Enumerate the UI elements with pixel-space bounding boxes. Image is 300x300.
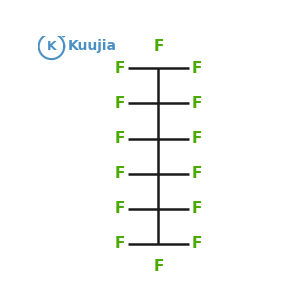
- Text: F: F: [115, 96, 125, 111]
- Text: K: K: [46, 40, 56, 53]
- Text: F: F: [153, 39, 164, 54]
- Text: F: F: [115, 61, 125, 76]
- Text: F: F: [191, 96, 202, 111]
- Text: Kuujia: Kuujia: [68, 39, 117, 53]
- Text: F: F: [191, 61, 202, 76]
- Text: F: F: [153, 259, 164, 274]
- Text: F: F: [115, 131, 125, 146]
- Text: F: F: [115, 166, 125, 181]
- Text: F: F: [191, 166, 202, 181]
- Text: F: F: [191, 236, 202, 251]
- Text: F: F: [115, 201, 125, 216]
- Text: F: F: [191, 131, 202, 146]
- Text: F: F: [191, 201, 202, 216]
- Text: F: F: [115, 236, 125, 251]
